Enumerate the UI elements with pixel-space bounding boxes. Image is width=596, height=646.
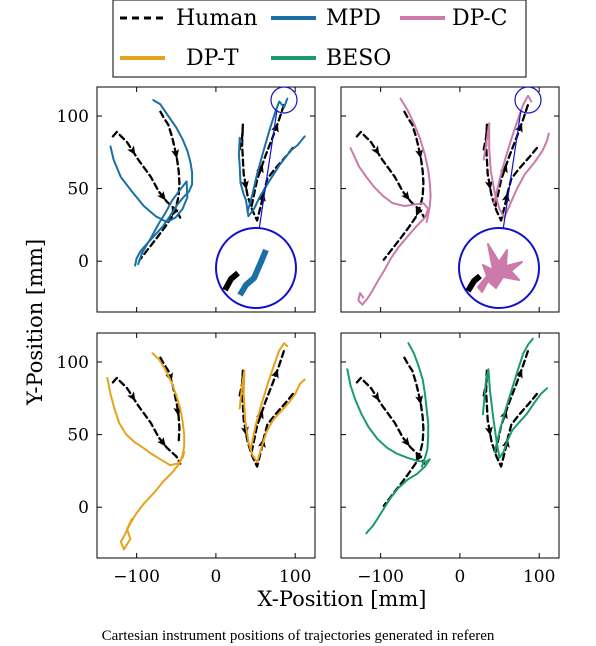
legend-label-human: Human (176, 6, 258, 31)
series-line-human (159, 356, 181, 444)
direction-arrow (415, 149, 424, 159)
zoom-inset-mpd-segment (237, 248, 269, 297)
zoom-inset-top-right (458, 86, 542, 309)
series-line-dp-c (399, 97, 432, 223)
direction-arrow (171, 149, 180, 159)
series-line-mpd (134, 99, 194, 267)
series-line-human (494, 103, 530, 208)
series-line-human (482, 123, 541, 222)
panel-top-right-series (349, 94, 550, 306)
series-line-beso (493, 337, 534, 453)
series-line-human (138, 110, 181, 261)
series-line-human (250, 349, 286, 454)
series-line-dp-t (238, 369, 306, 464)
panel-frame-top-left (96, 86, 316, 313)
series-line-beso (481, 368, 549, 459)
direction-arrow (415, 395, 424, 405)
direction-arrow (256, 163, 264, 174)
y-tick-label: 100 (57, 107, 89, 127)
series-line-dp-t (151, 352, 186, 464)
direction-arrow (415, 206, 424, 217)
series-line-mpd (109, 145, 189, 266)
series-line-human (355, 376, 426, 465)
series-line-dp-c (349, 147, 430, 306)
direction-arrow (371, 391, 380, 402)
direction-arrow (256, 409, 264, 420)
series-line-human (111, 130, 182, 219)
zoom-connector-line (258, 109, 278, 231)
direction-arrow (401, 190, 410, 201)
panel-bottom-right-series (346, 337, 549, 535)
figure-caption: Cartesian instrument positions of trajec… (101, 628, 495, 644)
x-tick-label: 0 (210, 567, 221, 587)
direction-arrow (484, 180, 493, 190)
series-line-human (111, 376, 182, 465)
panel-top-left-series (109, 97, 306, 267)
y-tick-label: 50 (67, 180, 89, 200)
direction-arrow (157, 190, 166, 201)
x-tick-label: −100 (357, 567, 404, 587)
direction-arrow (240, 180, 249, 190)
legend-label-dpc: DP-C (452, 6, 508, 31)
series-line-dp-t (106, 377, 186, 551)
panel-frame-bottom-left (96, 332, 316, 559)
series-line-dp-t (249, 342, 289, 451)
direction-arrow (401, 436, 410, 447)
direction-arrow (371, 145, 380, 156)
panel-bottom-left-series (106, 342, 306, 551)
zoom-inset-top-left (215, 86, 298, 309)
legend-label-dpt: DP-T (186, 46, 239, 71)
series-line-human (355, 130, 426, 219)
legend-label-mpd: MPD (326, 6, 381, 31)
zoom-inset-human-segment (222, 270, 240, 292)
panel-frame-top-right (340, 86, 560, 313)
direction-arrow (127, 145, 136, 156)
series-line-human (238, 123, 297, 222)
y-axis-label: Y-Position [mm] (23, 239, 47, 406)
series-line-human (382, 356, 425, 507)
direction-arrow (271, 368, 279, 379)
zoom-inset-human-segment (465, 273, 482, 293)
legend: Human MPD DP-C DP-T BESO (112, 0, 527, 78)
y-tick-label: 100 (57, 353, 89, 373)
zoom-target-circle (270, 86, 298, 114)
series-line-dp-c (493, 94, 533, 205)
legend-box (112, 0, 527, 78)
zoom-connector-line (502, 109, 522, 231)
series-line-mpd (246, 97, 289, 213)
y-tick-label: 0 (78, 498, 89, 518)
series-line-human (382, 110, 425, 261)
panel-frame-bottom-right (340, 332, 560, 559)
x-tick-label: −100 (113, 567, 160, 587)
x-tick-label: 0 (454, 567, 465, 587)
series-line-beso (407, 342, 430, 468)
x-tick-label: 100 (279, 567, 311, 587)
x-tick-label: 100 (523, 567, 555, 587)
direction-arrow (500, 163, 508, 174)
series-line-human (238, 369, 297, 468)
series-line-beso (346, 368, 431, 535)
direction-arrow (157, 436, 166, 447)
y-tick-label: 0 (78, 252, 89, 272)
legend-label-beso: BESO (326, 46, 391, 71)
axis-ticks: 100 50 0 −100 0 100 100 50 0 −100 0 100 (57, 87, 559, 587)
zoom-inset-dpc-segment (477, 243, 523, 293)
direction-arrow (484, 426, 493, 436)
series-line-human (250, 103, 286, 208)
zoom-target-circle (514, 86, 542, 114)
y-tick-label: 50 (67, 426, 89, 446)
series-line-human (482, 369, 541, 468)
direction-arrow (515, 368, 523, 379)
direction-arrow (127, 391, 136, 402)
series-line-human (494, 349, 530, 454)
x-axis-label: X-Position [mm] (258, 587, 427, 611)
